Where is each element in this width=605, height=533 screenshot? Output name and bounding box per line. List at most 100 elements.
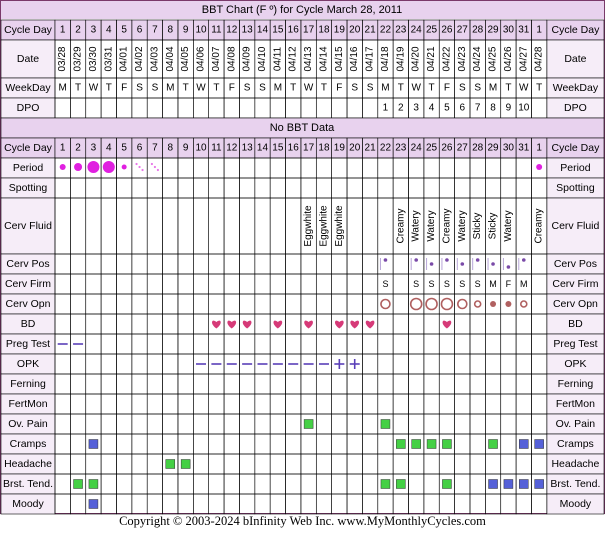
date-label: 03/31 xyxy=(103,46,114,71)
cerv-opn-mark xyxy=(457,298,468,310)
spotting-dot xyxy=(153,165,157,169)
cycle-day-number: 8 xyxy=(167,143,173,154)
date-label: 04/22 xyxy=(441,46,452,71)
dpo-label-left: DPO xyxy=(17,102,40,114)
date-label: 04/23 xyxy=(457,46,468,71)
cycle-day-2-label-right: Cycle Day xyxy=(551,142,600,154)
weekday-label: F xyxy=(336,83,342,94)
cerv-firm-value: S xyxy=(459,279,465,289)
cycle-day-number: 10 xyxy=(195,143,207,154)
cycle-day-number: 7 xyxy=(152,143,158,154)
cerv-pos-dot xyxy=(521,258,526,262)
cycle-day-number: 25 xyxy=(426,25,438,36)
weekday-label-right: WeekDay xyxy=(553,82,599,94)
cycle-day-number: 13 xyxy=(242,25,254,36)
cycle-day-number: 17 xyxy=(303,143,315,154)
weekday-label-left: WeekDay xyxy=(5,82,51,94)
weekday-label: M xyxy=(489,83,497,94)
date-label: 04/13 xyxy=(303,46,314,71)
weekday-label: S xyxy=(367,83,374,94)
period-dot xyxy=(87,161,100,173)
cycle-day-number: 7 xyxy=(152,25,158,36)
date-label: 04/15 xyxy=(334,46,345,71)
bd-heart xyxy=(304,320,313,329)
weekday-label: T xyxy=(429,83,435,94)
cerv-opn-mark xyxy=(490,301,497,307)
weekday-label: T xyxy=(183,83,189,94)
date-label: 04/12 xyxy=(288,46,299,71)
dpo-value: 5 xyxy=(444,103,450,114)
opk-label-left: OPK xyxy=(17,358,39,370)
weekday-label: W xyxy=(519,83,529,94)
ferning-label-left: Ferning xyxy=(10,378,46,390)
cycle-day-number: 11 xyxy=(211,25,222,36)
headache-marker xyxy=(165,459,176,469)
weekday-label: T xyxy=(536,83,542,94)
bd-heart xyxy=(242,320,252,329)
cycle-day-number: 29 xyxy=(487,25,499,36)
weekday-label: W xyxy=(304,83,314,94)
cycle-day-number: 9 xyxy=(183,143,189,154)
bd-heart xyxy=(350,320,360,329)
weekday-label: T xyxy=(213,83,219,94)
cycle-day-number: 25 xyxy=(426,143,438,154)
cycle-day-number: 31 xyxy=(518,25,530,36)
cramps-label-right: Cramps xyxy=(557,438,594,450)
cycle-day-number: 10 xyxy=(195,25,207,36)
cerv-fluid-label: Watery xyxy=(503,210,514,241)
weekday-label: T xyxy=(505,83,511,94)
cycle-day-number: 1 xyxy=(536,25,542,36)
preg-test-label-right: Preg Test xyxy=(553,338,597,350)
date-label: 04/25 xyxy=(488,46,499,71)
bd-label-left: BD xyxy=(21,318,36,330)
cerv-fluid-label: Watery xyxy=(411,210,422,241)
no-bbt-data-label: No BBT Data xyxy=(270,122,335,134)
cycle-day-number: 1 xyxy=(536,143,542,154)
cerv-fluid-label: Watery xyxy=(457,210,468,241)
cerv-firm-value: S xyxy=(382,279,388,289)
spotting-label-left: Spotting xyxy=(9,182,48,194)
cycle-day-number: 12 xyxy=(226,143,238,154)
cerv-fluid-label: Eggwhite xyxy=(303,205,314,247)
cerv-opn-mark xyxy=(440,297,454,311)
cerv-firm-value: M xyxy=(489,279,497,289)
spotting-dot xyxy=(150,162,154,166)
cycle-day-number: 4 xyxy=(106,143,112,154)
cramps-marker xyxy=(519,439,529,449)
dpo-label-right: DPO xyxy=(564,102,587,114)
date-label-cell-right xyxy=(546,39,605,79)
ov-pain-label-right: Ov. Pain xyxy=(556,418,596,430)
weekday-label: T xyxy=(398,83,404,94)
cerv-pos-dot xyxy=(429,262,434,266)
headache-marker xyxy=(180,459,191,469)
cycle-day-number: 4 xyxy=(106,25,112,36)
date-label: 04/16 xyxy=(349,46,360,71)
dpo-value: 3 xyxy=(413,103,419,114)
weekday-label: W xyxy=(411,83,421,94)
dpo-value: 4 xyxy=(429,103,435,114)
cycle-day-number: 16 xyxy=(288,143,300,154)
cerv-fluid-label: Eggwhite xyxy=(334,205,345,247)
cerv-firm-value: M xyxy=(520,279,528,289)
moody-marker xyxy=(88,499,99,509)
cramps-label-left: Cramps xyxy=(10,438,47,450)
cycle-day-number: 27 xyxy=(457,143,469,154)
weekday-label: S xyxy=(474,83,481,94)
brst-tend-marker xyxy=(396,479,406,489)
bd-heart xyxy=(273,320,283,329)
cycle-day-number: 11 xyxy=(211,143,222,154)
cycle-day-number: 14 xyxy=(257,25,269,36)
date-label: 04/09 xyxy=(242,46,253,71)
weekday-label: S xyxy=(136,83,143,94)
weekday-label: S xyxy=(351,83,358,94)
weekday-label: M xyxy=(381,83,389,94)
weekday-label: M xyxy=(274,83,282,94)
cerv-opn-mark xyxy=(409,297,423,311)
cycle-day-number: 19 xyxy=(334,143,346,154)
cerv-fluid-label-right: Cerv Fluid xyxy=(551,220,599,232)
cramps-marker xyxy=(396,439,406,449)
cycle-day-number: 29 xyxy=(487,143,499,154)
cycle-day-number: 22 xyxy=(380,25,392,36)
cramps-marker xyxy=(426,439,437,449)
